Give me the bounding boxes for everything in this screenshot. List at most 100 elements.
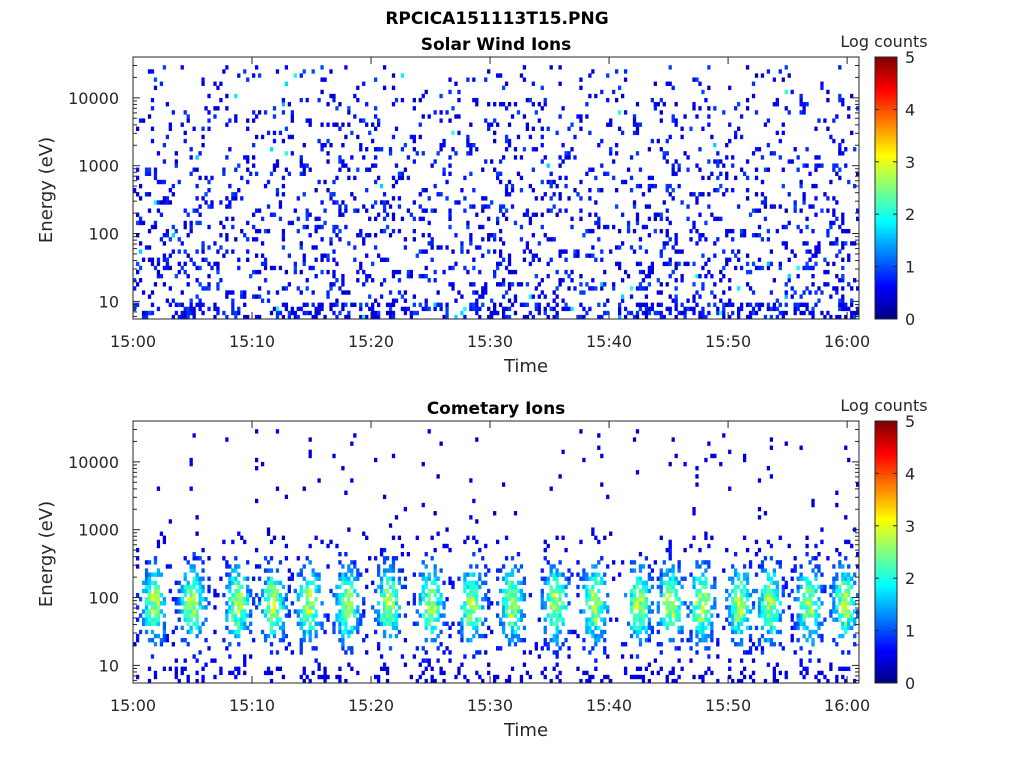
- heatmap-cell: [365, 278, 369, 283]
- heatmap-cell: [192, 564, 196, 569]
- heatmap-cell: [760, 625, 765, 631]
- heatmap-cell: [311, 572, 315, 577]
- heatmap-cell: [341, 597, 345, 602]
- colorbar-swatch: [875, 250, 897, 254]
- heatmap-cell: [207, 273, 211, 279]
- heatmap-cell: [653, 228, 657, 234]
- heatmap-cell: [698, 674, 702, 680]
- heatmap-cell: [558, 588, 562, 594]
- heatmap-cell: [817, 621, 821, 626]
- colorbar-swatch: [875, 67, 897, 71]
- heatmap-cell: [141, 257, 146, 262]
- heatmap-cell: [629, 310, 634, 316]
- heatmap-cell: [707, 609, 711, 614]
- heatmap-cell: [707, 175, 711, 181]
- heatmap-cell: [739, 617, 744, 622]
- heatmap-cell: [246, 220, 250, 226]
- heatmap-cell: [644, 224, 649, 230]
- heatmap-cell: [519, 609, 524, 614]
- heatmap-cell: [376, 674, 381, 680]
- heatmap-cell: [231, 249, 235, 254]
- heatmap-cell: [698, 106, 702, 111]
- heatmap-cell: [266, 633, 271, 639]
- heatmap-cell: [597, 633, 601, 639]
- heatmap-cell: [820, 584, 824, 590]
- heatmap-cell: [748, 269, 753, 275]
- heatmap-cell: [841, 273, 845, 279]
- heatmap-cell: [516, 625, 521, 631]
- heatmap-cell: [263, 637, 268, 643]
- heatmap-cell: [266, 666, 271, 672]
- heatmap-cell: [487, 126, 491, 131]
- heatmap-cell: [603, 535, 607, 541]
- heatmap-cell: [838, 224, 842, 230]
- heatmap-cell: [689, 228, 693, 234]
- heatmap-cell: [463, 208, 467, 213]
- heatmap-cell: [421, 646, 425, 651]
- heatmap-cell: [674, 617, 678, 622]
- heatmap-cell: [341, 290, 345, 295]
- heatmap-cell: [466, 580, 470, 586]
- heatmap-cell: [701, 580, 705, 586]
- heatmap-cell: [424, 617, 428, 622]
- heatmap-cell: [597, 445, 601, 450]
- heatmap-cell: [507, 678, 512, 684]
- heatmap-cell: [793, 556, 797, 561]
- heatmap-cell: [751, 290, 756, 295]
- heatmap-cell: [234, 601, 238, 606]
- heatmap-cell: [469, 515, 473, 520]
- heatmap-cell: [507, 642, 512, 647]
- heatmap-cell: [638, 302, 643, 308]
- heatmap-cell: [174, 670, 178, 676]
- heatmap-cell: [231, 670, 235, 676]
- heatmap-cell: [555, 294, 559, 299]
- heatmap-cell: [698, 621, 702, 626]
- heatmap-cell: [391, 302, 396, 308]
- heatmap-cell: [689, 637, 693, 643]
- heatmap-cell: [615, 151, 619, 156]
- colorbar-label: Log counts: [840, 32, 927, 51]
- heatmap-cell: [522, 662, 527, 667]
- heatmap-cell: [296, 592, 300, 598]
- heatmap-cell: [472, 204, 476, 209]
- heatmap-cell: [576, 560, 580, 565]
- heatmap-cell: [591, 531, 595, 536]
- heatmap-cell: [394, 556, 399, 561]
- heatmap-cell: [719, 278, 723, 283]
- heatmap-cell: [808, 580, 812, 586]
- heatmap-cell: [400, 171, 405, 177]
- heatmap-cell: [659, 621, 663, 626]
- heatmap-cell: [516, 171, 521, 177]
- heatmap-cell: [478, 314, 482, 320]
- heatmap-cell: [549, 601, 553, 606]
- heatmap-cell: [409, 273, 413, 279]
- heatmap-cell: [186, 282, 190, 287]
- heatmap-cell: [516, 110, 521, 115]
- heatmap-cell: [695, 196, 699, 201]
- heatmap-cell: [275, 613, 280, 618]
- heatmap-cell: [692, 310, 696, 316]
- heatmap-cell: [186, 601, 190, 606]
- heatmap-cell: [695, 605, 699, 610]
- heatmap-cell: [558, 155, 562, 160]
- heatmap-cell: [638, 637, 643, 643]
- heatmap-cell: [272, 613, 277, 618]
- heatmap-cell: [394, 97, 399, 103]
- heatmap-cell: [671, 666, 675, 672]
- heatmap-cell: [144, 629, 149, 635]
- heatmap-cell: [165, 564, 170, 569]
- heatmap-cell: [707, 257, 711, 262]
- heatmap-cell: [510, 188, 515, 193]
- heatmap-cell: [719, 159, 723, 164]
- heatmap-cell: [549, 183, 553, 189]
- heatmap-cell: [475, 212, 479, 217]
- heatmap-cell: [213, 106, 217, 111]
- colorbar-swatch: [875, 98, 897, 103]
- heatmap-cell: [739, 114, 744, 119]
- heatmap-cell: [466, 584, 470, 590]
- heatmap-cell: [183, 208, 187, 213]
- heatmap-cell: [555, 674, 559, 680]
- heatmap-cell: [204, 662, 208, 667]
- colorbar-swatch: [875, 146, 897, 150]
